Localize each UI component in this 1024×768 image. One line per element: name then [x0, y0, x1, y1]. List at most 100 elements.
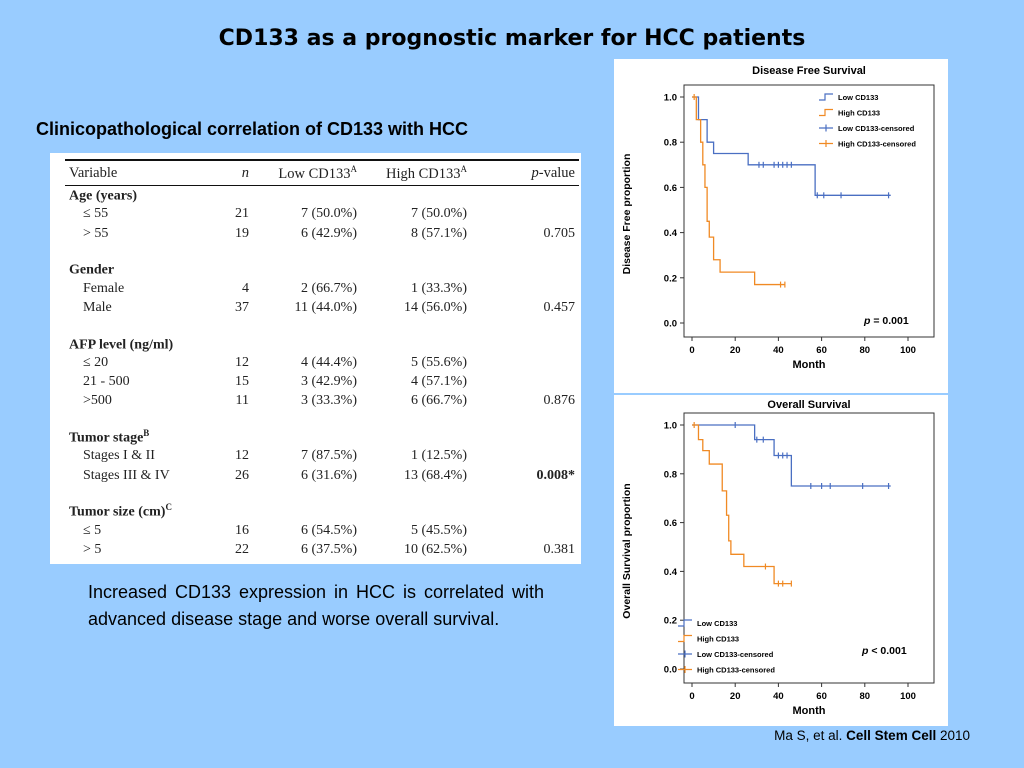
- legend-line-icon: [819, 108, 833, 117]
- y-tick-label: 0.6: [664, 183, 677, 194]
- table-row: Female 4 2 (66.7%) 1 (33.3%): [65, 279, 579, 298]
- n-cell: 12: [235, 355, 249, 371]
- header-low-cd133: Low CD133A: [253, 158, 361, 186]
- table-spacer-row: [65, 411, 579, 428]
- low-cd133-cell: 6 (31.6%): [301, 467, 357, 483]
- header-variable: Variable: [65, 158, 209, 186]
- high-cd133-cell: 14 (56.0%): [404, 299, 467, 315]
- group-label: Age (years): [69, 188, 138, 204]
- high-cd133-cell: 10 (62.5%): [404, 541, 467, 557]
- variable-cell: Male: [83, 299, 112, 315]
- overall-survival-chart: Overall Survival 0 20 40 60 80 100 0.0 0.2 0.4 0.6…: [621, 399, 935, 717]
- x-tick-label: 40: [773, 691, 784, 702]
- variable-cell: > 55: [83, 225, 109, 241]
- km-curve-high: [692, 96, 785, 286]
- chart-title: Disease Free Survival: [752, 65, 866, 77]
- table-spacer-row: [65, 485, 579, 502]
- x-tick-label: 80: [860, 345, 871, 356]
- x-tick-label: 80: [860, 691, 871, 702]
- low-cd133-cell: 6 (37.5%): [301, 541, 357, 557]
- high-cd133-cell: 5 (45.5%): [411, 522, 467, 538]
- p-value-cell: 0.008*: [536, 467, 576, 483]
- table-row: 21 - 500 15 3 (42.9%) 4 (57.1%): [65, 373, 579, 392]
- group-label: Gender: [69, 262, 115, 278]
- high-cd133-cell: 6 (66.7%): [411, 393, 467, 409]
- legend-label: Low CD133-censored: [838, 124, 915, 133]
- p-value-cell: [471, 447, 579, 466]
- low-cd133-cell: 7 (87.5%): [301, 448, 357, 464]
- variable-cell: >500: [83, 393, 112, 409]
- legend-label: High CD133: [697, 635, 739, 644]
- plot-frame: [683, 412, 935, 684]
- x-tick-label: 100: [900, 691, 916, 702]
- high-cd133-cell: 5 (55.6%): [411, 355, 467, 371]
- spacer-cell: [65, 485, 579, 502]
- table-group-row: Age (years): [65, 185, 579, 205]
- y-tick-label: 0.8: [664, 469, 677, 480]
- km-curve-high: [692, 424, 792, 585]
- x-tick-label: 100: [900, 345, 916, 356]
- table-subtitle: Clinicopathological correlation of CD133…: [36, 119, 469, 139]
- low-cd133-cell: 2 (66.7%): [301, 280, 357, 296]
- variable-cell: ≤ 5: [83, 522, 102, 538]
- table-group-row: Tumor size (cm)C: [65, 502, 579, 521]
- table-row: Male 37 11 (44.0%) 14 (56.0%) 0.457: [65, 298, 579, 317]
- p-value-cell: [471, 373, 579, 392]
- y-tick-label: 0.4: [664, 567, 678, 578]
- km-curve-low: [692, 424, 891, 487]
- high-cd133-cell: 1 (12.5%): [411, 448, 467, 464]
- slide-caption: Increased CD133 expression in HCC is cor…: [88, 582, 544, 629]
- low-cd133-cell: 6 (54.5%): [301, 522, 357, 538]
- y-tick-label: 0.2: [664, 273, 677, 284]
- variable-cell: 21 - 500: [83, 374, 130, 390]
- table-row: > 5 22 6 (37.5%) 10 (62.5%) 0.381: [65, 540, 579, 559]
- high-cd133-cell: 1 (33.3%): [411, 280, 467, 296]
- y-tick-label: 0.0: [664, 665, 677, 676]
- variable-cell: Stages III & IV: [83, 467, 170, 483]
- km-curve-low: [692, 96, 891, 196]
- x-tick-label: 40: [773, 345, 784, 356]
- table-row: Stages I & II 12 7 (87.5%) 1 (12.5%): [65, 447, 579, 466]
- low-cd133-cell: 7 (50.0%): [301, 206, 357, 222]
- table-spacer-row: [65, 243, 579, 260]
- legend-label: High CD133-censored: [697, 666, 775, 675]
- p-value-annotation: p = 0.001: [863, 315, 909, 327]
- citation: Ma S, et al. Cell Stem Cell 2010: [774, 728, 970, 743]
- p-value-cell: 0.705: [543, 225, 576, 241]
- low-cd133-cell: 3 (42.9%): [301, 374, 357, 390]
- n-cell: 11: [235, 393, 249, 409]
- y-tick-label: 0.6: [664, 518, 677, 529]
- table-group-row: AFP level (ng/ml): [65, 334, 579, 353]
- n-cell: 12: [235, 448, 249, 464]
- low-cd133-cell: 3 (33.3%): [301, 393, 357, 409]
- high-cd133-cell: 4 (57.1%): [411, 374, 467, 390]
- legend-censor-icon: [819, 140, 833, 147]
- x-tick-label: 0: [689, 345, 694, 356]
- legend-line-icon: [678, 634, 692, 643]
- variable-cell: Female: [83, 280, 125, 296]
- table-group-row: Tumor stageB: [65, 428, 579, 447]
- legend-line-icon: [819, 93, 833, 101]
- disease-free-survival-chart: Disease Free Survival 0 20 40 60 80 100 0.0 0.2 0…: [621, 65, 935, 371]
- p-value-cell: [471, 521, 579, 540]
- n-cell: 37: [235, 299, 249, 315]
- x-tick-label: 20: [730, 691, 741, 702]
- chart-title: Overall Survival: [767, 399, 850, 411]
- group-label: AFP level (ng/ml): [69, 337, 174, 353]
- group-label: Tumor stageB: [69, 427, 150, 446]
- header-high-cd133: High CD133A: [361, 158, 471, 186]
- n-cell: 26: [235, 467, 249, 483]
- p-symbol: p: [861, 645, 869, 657]
- legend-label: High CD133-censored: [838, 140, 916, 149]
- p-value-text: = 0.001: [870, 315, 908, 327]
- n-cell: 4: [242, 280, 249, 296]
- high-cd133-cell: 13 (68.4%): [404, 467, 467, 483]
- legend-label: High CD133: [838, 109, 880, 118]
- x-tick-label: 0: [689, 691, 694, 702]
- legend-censor-icon: [678, 650, 692, 658]
- table-header-row: Variable n Low CD133A High CD133A p-valu…: [65, 158, 579, 186]
- table-group-row: Gender: [65, 260, 579, 279]
- legend-label: Low CD133: [838, 93, 878, 102]
- x-axis-label: Month: [793, 705, 826, 717]
- p-symbol: p: [863, 315, 871, 327]
